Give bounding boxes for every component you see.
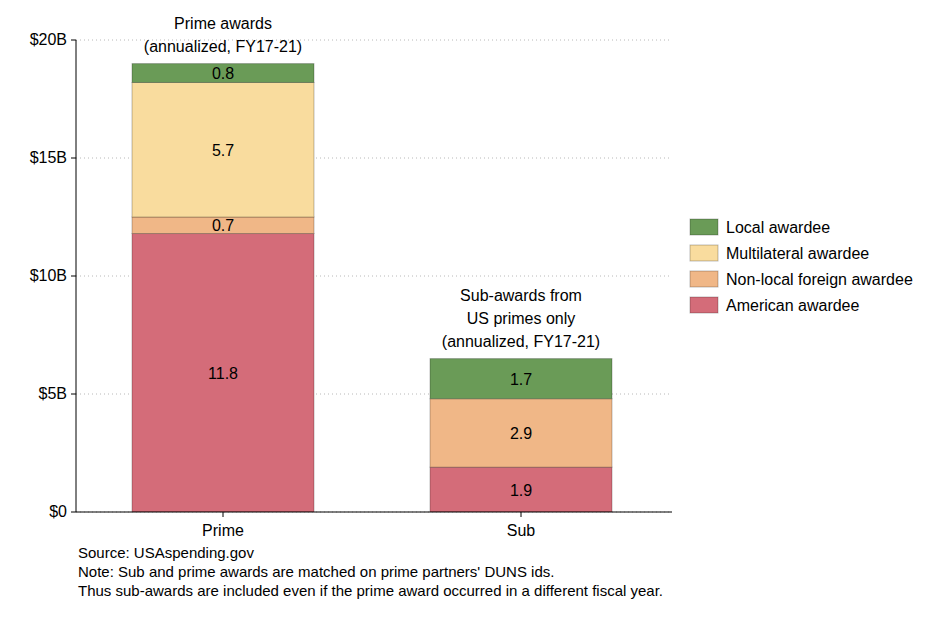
bars (132, 64, 612, 512)
bar-segment (430, 359, 612, 399)
data-labels: 11.8 0.7 5.7 0.8 1.9 2.9 1.7 (208, 65, 532, 499)
data-label: 0.7 (212, 217, 234, 234)
legend-label: Multilateral awardee (726, 245, 869, 262)
legend-swatch (690, 271, 718, 287)
legend-label: Non-local foreign awardee (726, 271, 913, 288)
tick-mark (71, 512, 76, 513)
bar-segment (132, 234, 314, 512)
data-label: 5.7 (212, 142, 234, 159)
y-axis: $0 $5B $10B $15B $20B (30, 31, 672, 520)
legend-swatch (690, 297, 718, 313)
bar-segment (132, 217, 314, 234)
annotation: Prime awards (174, 15, 272, 32)
tick-mark (71, 394, 76, 395)
tick-label: $0 (49, 503, 67, 520)
chart: $0 $5B $10B $15B $20B 11.8 0.7 5.7 0.8 1.9 2.9 1.7 P… (0, 0, 936, 622)
category-label: Sub (507, 522, 536, 539)
bar-segment (430, 399, 612, 467)
tick-mark (71, 276, 76, 277)
tick-label: $5B (39, 385, 67, 402)
bar-segment (430, 467, 612, 512)
legend-label: American awardee (726, 297, 860, 314)
data-label: 1.7 (510, 371, 532, 388)
tick-label: $20B (30, 31, 67, 48)
data-label: 1.9 (510, 482, 532, 499)
legend-label: Local awardee (726, 219, 830, 236)
x-axis-line (76, 512, 672, 513)
x-tick (223, 512, 224, 517)
grid-line (76, 512, 672, 513)
x-tick (521, 512, 522, 517)
tick-label: $15B (30, 149, 67, 166)
category-label: Prime (202, 522, 244, 539)
legend-swatch (690, 245, 718, 261)
tick-mark (71, 40, 76, 41)
y-axis-line (76, 40, 77, 512)
data-label: 0.8 (212, 65, 234, 82)
annotation: US primes only (467, 310, 575, 327)
annotation: (annualized, FY17-21) (442, 333, 600, 350)
legend: Local awardee Multilateral awardee Non-loc… (690, 219, 913, 314)
bar-segment (132, 82, 314, 217)
data-label: 11.8 (208, 365, 238, 382)
tick-label: $10B (30, 267, 67, 284)
annotation: (annualized, FY17-21) (144, 38, 302, 55)
tick-mark (71, 158, 76, 159)
note: Thus sub-awards are included even if the… (78, 582, 663, 599)
bar-segment (132, 64, 314, 83)
note: Source: USAspending.gov (78, 544, 254, 561)
legend-swatch (690, 219, 718, 235)
data-label: 2.9 (510, 425, 532, 442)
note: Note: Sub and prime awards are matched o… (78, 563, 554, 580)
annotation: Sub-awards from (460, 287, 582, 304)
